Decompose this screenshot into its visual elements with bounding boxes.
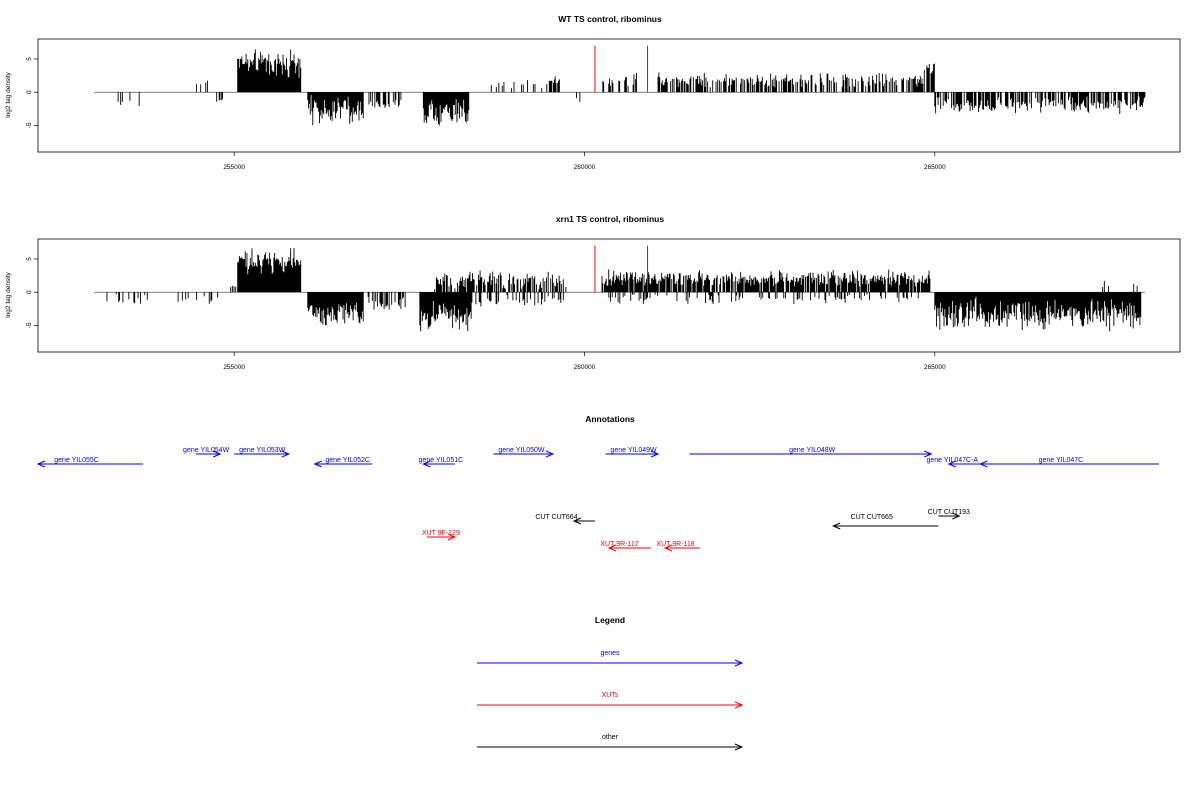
feature-arrow-head (447, 533, 457, 541)
feature-other: CUT CUT664 (535, 514, 595, 525)
wt-panel: WT TS control, ribominus 255000 260000 265… (5, 14, 1181, 171)
feature-gene: gene YIL048W (689, 447, 933, 458)
legend-label: genes (600, 650, 620, 657)
legend-items: genes XUTs other (477, 650, 744, 751)
y-tick-label: 0 (26, 90, 33, 94)
feature-label: XUT 9F-129 (422, 530, 460, 537)
feature-label: CUT CUT665 (851, 514, 893, 521)
feature-label: gene YIL050W (498, 447, 545, 454)
xrn1-track-bars (94, 245, 1145, 332)
wt-track-bars (94, 45, 1146, 126)
x-tick-label: 255000 (223, 364, 245, 371)
feature-label: XUT 9R-118 (656, 541, 694, 548)
legend-panel: Legend genes XUTs other (477, 615, 744, 751)
y-tick-label: -5 (26, 122, 33, 128)
legend-item-xut: XUTs (477, 692, 744, 709)
legend-item-other: other (477, 734, 744, 751)
feature-label: XUT 9R-117 (600, 541, 638, 548)
feature-arrow-head (36, 460, 46, 468)
feature-label: gene YIL049W (610, 447, 657, 454)
feature-arrow-head (924, 450, 933, 458)
legend-item-gene: genes (477, 650, 744, 667)
feature-arrow-head (831, 522, 841, 530)
x-tick-label: 265000 (924, 164, 946, 171)
feature-xut: XUT 9F-129 (422, 530, 460, 541)
feature-other: CUT CUT193 (928, 509, 970, 520)
legend-arrow-head (734, 659, 744, 667)
wt-y-axis-label: log2 tag density (5, 71, 12, 117)
feature-gene: gene YIL049W (605, 447, 660, 458)
wt-axes: 255000 260000 265000 5 0 -5 (26, 57, 946, 171)
y-tick-label: 5 (26, 257, 33, 261)
feature-arrow-head (422, 460, 431, 468)
xrn1-panel-title: xrn1 TS control, ribominus (556, 214, 664, 224)
feature-gene: gene YIL054W (183, 447, 230, 458)
feature-gene: gene YIL047C-A (926, 457, 981, 468)
feature-arrow-head (281, 450, 291, 458)
feature-arrow-head (952, 512, 961, 520)
feature-xut: XUT 9R-118 (656, 541, 701, 552)
wt-plot-frame (37, 38, 1181, 153)
feature-gene: gene YIL051C (419, 457, 464, 468)
x-tick-label: 260000 (574, 164, 596, 171)
feature-arrow-head (979, 460, 988, 468)
feature-arrow-head (607, 544, 617, 552)
feature-other: CUT CUT665 (831, 514, 939, 530)
y-tick-label: 5 (26, 57, 33, 61)
x-tick-label: 260000 (574, 364, 596, 371)
xrn1-panel: xrn1 TS control, ribominus 255000 260000 2… (5, 214, 1181, 371)
feature-gene: gene YIL050W (493, 447, 555, 458)
feature-arrow-head (947, 460, 956, 468)
density-bars (117, 49, 1146, 126)
feature-arrow-head (572, 517, 582, 525)
feature-gene: gene YIL053W (234, 447, 291, 458)
feature-label: gene YIL052C (325, 457, 370, 464)
legend-label: XUTs (602, 692, 619, 699)
annotations-title: Annotations (585, 414, 635, 424)
feature-label: gene YIL051C (419, 457, 464, 464)
y-tick-label: -5 (26, 322, 33, 328)
feature-label: gene YIL048W (789, 447, 836, 454)
feature-arrow-head (313, 460, 322, 468)
legend-title: Legend (595, 615, 625, 625)
feature-label: CUT CUT664 (535, 514, 577, 521)
y-tick-label: 0 (26, 290, 33, 294)
legend-label: other (602, 734, 619, 741)
density-bars (106, 248, 1142, 332)
xrn1-axes: 255000 260000 265000 5 0 -5 (26, 257, 946, 371)
feature-arrow-head (212, 450, 222, 458)
feature-gene: gene YIL052C (313, 457, 373, 468)
annotation-features: gene YIL055C gene YIL054W gene YIL053W gene… (36, 447, 1159, 552)
feature-arrow-head (650, 450, 660, 458)
feature-xut: XUT 9R-117 (600, 541, 652, 552)
feature-arrow-head (663, 544, 673, 552)
feature-label: gene YIL055C (54, 457, 99, 464)
xrn1-y-axis-label: log2 tag density (5, 271, 12, 317)
feature-label: CUT CUT193 (928, 509, 970, 516)
wt-panel-title: WT TS control, ribominus (558, 14, 662, 24)
x-tick-label: 255000 (223, 164, 245, 171)
xrn1-plot-frame (37, 238, 1181, 353)
x-tick-label: 265000 (924, 364, 946, 371)
legend-arrow-head (734, 743, 744, 751)
feature-gene: gene YIL055C (36, 457, 144, 468)
legend-arrow-head (734, 701, 744, 709)
feature-label: gene YIL047C-A (926, 457, 978, 464)
feature-label: gene YIL054W (183, 447, 230, 454)
feature-gene: gene YIL047C (979, 457, 1159, 468)
feature-label: gene YIL053W (239, 447, 286, 454)
feature-arrow-head (545, 450, 555, 458)
feature-label: gene YIL047C (1039, 457, 1084, 464)
